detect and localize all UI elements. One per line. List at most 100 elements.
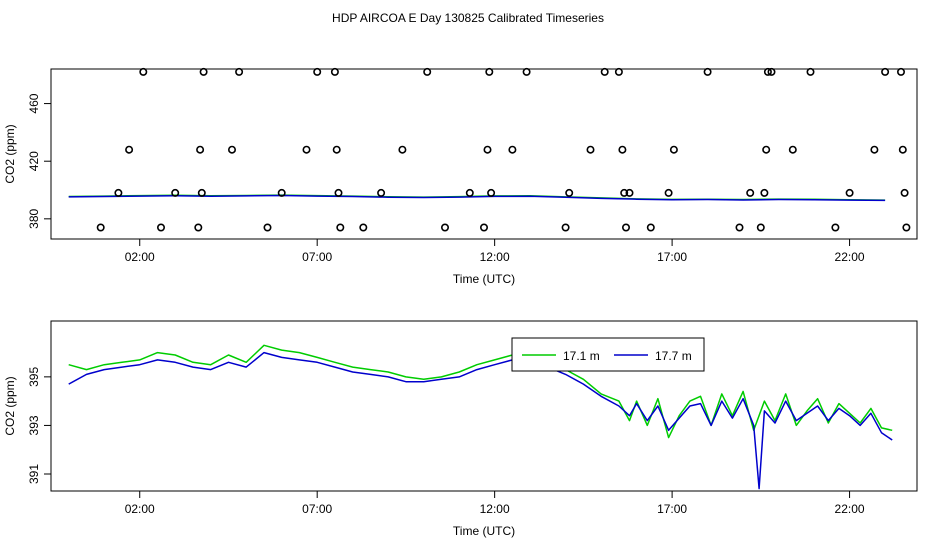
scatter-point — [881, 67, 890, 76]
bottom-x-tick-label: 12:00 — [480, 502, 510, 516]
scatter-point — [465, 188, 474, 197]
legend-box — [511, 337, 705, 372]
scatter-point — [508, 145, 517, 154]
scatter-point — [330, 67, 339, 76]
bottom-axes: 02:00 07:00 12:00 17:00 22:00 391 393 395 — [27, 367, 865, 516]
scatter-point — [359, 223, 368, 232]
legend-label-17-7: 17.7 m — [655, 349, 692, 363]
scatter-point — [831, 223, 840, 232]
scatter-point — [565, 188, 574, 197]
top-x-tick-label: 02:00 — [125, 250, 155, 264]
bottom-series-line-17-1-m — [68, 344, 893, 439]
bottom-x-tick-label: 22:00 — [835, 502, 865, 516]
scatter-point — [440, 223, 449, 232]
scatter-point — [703, 67, 712, 76]
scatter-point — [762, 145, 771, 154]
top-y-tick-label: 460 — [27, 93, 41, 113]
scatter-point — [479, 223, 488, 232]
scatter-point — [377, 188, 386, 197]
scatter-point — [788, 145, 797, 154]
scatter-point — [114, 188, 123, 197]
bottom-y-tick-label: 391 — [27, 464, 41, 484]
scatter-point — [767, 67, 776, 76]
scatter-point — [600, 67, 609, 76]
bottom-series-line-17-7-m — [68, 351, 893, 490]
scatter-point — [756, 223, 765, 232]
scatter-point — [618, 145, 627, 154]
scatter-point — [313, 67, 322, 76]
scatter-point — [157, 223, 166, 232]
scatter-point — [139, 67, 148, 76]
scatter-point — [199, 67, 208, 76]
top-series-line-17-7-m — [68, 194, 886, 202]
scatter-point — [96, 223, 105, 232]
scatter-point — [197, 188, 206, 197]
bottom-y-axis-label: CO2 (ppm) — [3, 376, 17, 435]
top-x-tick-label: 17:00 — [657, 250, 687, 264]
top-x-axis-label: Time (UTC) — [453, 272, 515, 286]
scatter-point — [522, 67, 531, 76]
top-x-tick-label: 07:00 — [302, 250, 332, 264]
scatter-point — [125, 145, 134, 154]
scatter-point — [334, 188, 343, 197]
chart-title: HDP AIRCOA E Day 130825 Calibrated Times… — [332, 11, 604, 25]
top-x-tick-label: 12:00 — [480, 250, 510, 264]
scatter-point — [621, 223, 630, 232]
scatter-point — [194, 223, 203, 232]
scatter-point — [228, 145, 237, 154]
scatter-point — [763, 67, 772, 76]
top-plot-frame — [50, 68, 918, 240]
scatter-point — [277, 188, 286, 197]
legend-label-17-1: 17.1 m — [563, 349, 600, 363]
bottom-y-tick-label: 393 — [27, 415, 41, 435]
top-y-tick-label: 380 — [27, 208, 41, 228]
scatter-point — [171, 188, 180, 197]
top-panel: 02:00 07:00 12:00 17:00 22:00 380 420 460 Time … — [3, 67, 918, 286]
scatter-point — [263, 223, 272, 232]
bottom-x-tick-label: 07:00 — [302, 502, 332, 516]
scatter-point — [561, 223, 570, 232]
scatter-point — [620, 188, 629, 197]
scatter-point — [485, 67, 494, 76]
scatter-point — [845, 188, 854, 197]
scatter-point — [760, 188, 769, 197]
top-axes: 02:00 07:00 12:00 17:00 22:00 380 420 460 — [27, 93, 865, 264]
bottom-x-tick-label: 17:00 — [657, 502, 687, 516]
scatter-point — [746, 188, 755, 197]
scatter-point — [196, 145, 205, 154]
bottom-y-tick-label: 395 — [27, 367, 41, 387]
scatter-point — [806, 67, 815, 76]
scatter-point — [669, 145, 678, 154]
scatter-point — [483, 145, 492, 154]
scatter-point — [423, 67, 432, 76]
scatter-point — [664, 188, 673, 197]
scatter-point — [336, 223, 345, 232]
bottom-plot-frame — [50, 320, 918, 492]
scatter-point — [586, 145, 595, 154]
scatter-point — [646, 223, 655, 232]
scatter-point — [398, 145, 407, 154]
scatter-point — [614, 67, 623, 76]
scatter-point — [302, 145, 311, 154]
top-y-tick-label: 420 — [27, 151, 41, 171]
scatter-point — [870, 145, 879, 154]
top-x-tick-label: 22:00 — [835, 250, 865, 264]
scatter-point — [900, 188, 909, 197]
scatter-point — [332, 145, 341, 154]
bottom-x-tick-label: 02:00 — [125, 502, 155, 516]
scatter-point — [625, 188, 634, 197]
bottom-series-lines — [68, 344, 893, 490]
scatter-point — [896, 67, 905, 76]
top-series-lines — [68, 194, 886, 202]
bottom-panel: 02:00 07:00 12:00 17:00 22:00 391 393 395 17.1 … — [3, 320, 918, 538]
scatter-point — [902, 223, 911, 232]
top-scatter-points — [96, 67, 911, 232]
scatter-point — [235, 67, 244, 76]
scatter-point — [735, 223, 744, 232]
legend: 17.1 m 17.7 m — [511, 337, 705, 372]
top-y-axis-label: CO2 (ppm) — [3, 124, 17, 183]
bottom-x-axis-label: Time (UTC) — [453, 524, 515, 538]
scatter-point — [898, 145, 907, 154]
scatter-point — [487, 188, 496, 197]
